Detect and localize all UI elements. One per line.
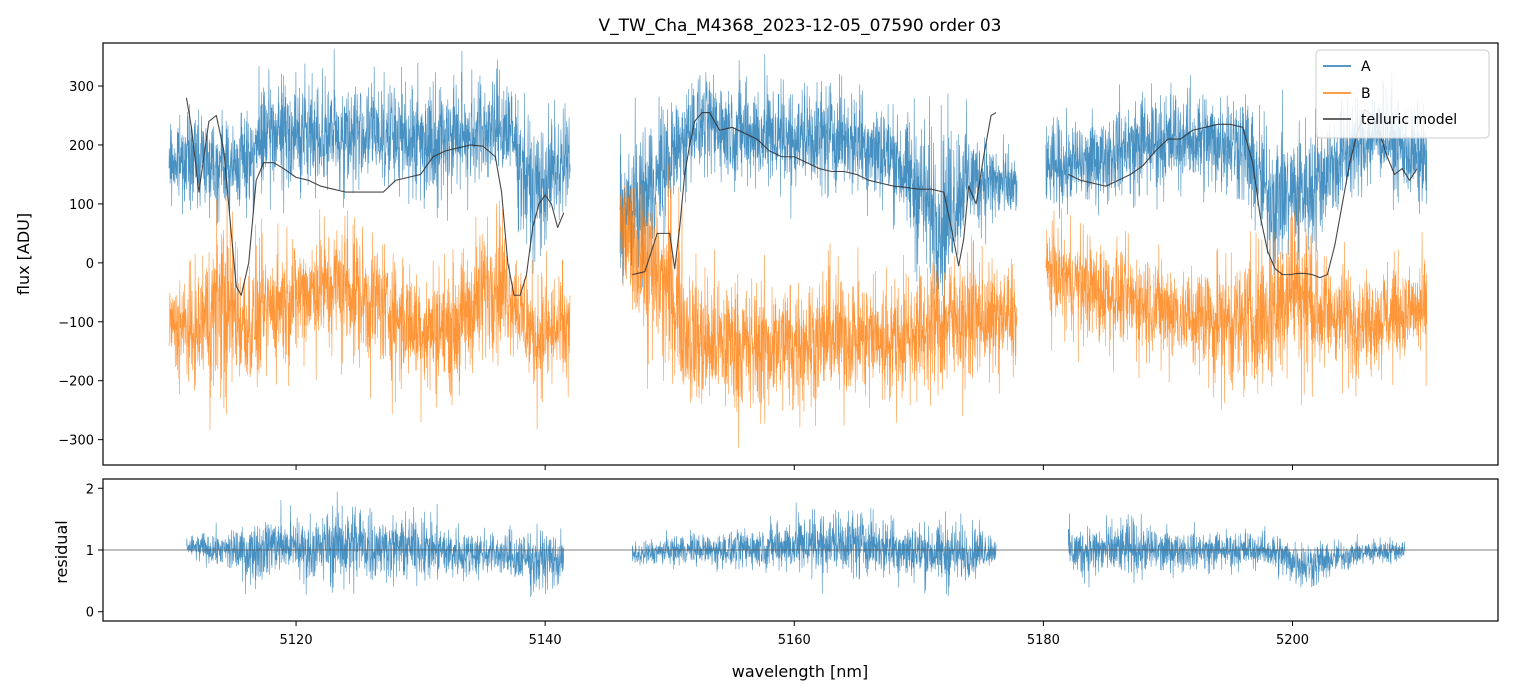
x-tick-label: 5180 <box>1027 633 1060 648</box>
flux-y-tick-label: 0 <box>86 257 94 272</box>
series-b-segment-1 <box>168 195 571 431</box>
residual-x-ticks: 5120 5140 5160 5180 5200 <box>280 621 1309 648</box>
telluric-model-segment-1 <box>185 97 565 296</box>
flux-y-tick-label: 100 <box>69 198 94 213</box>
series-b-segment-3 <box>1045 188 1428 410</box>
residual-y-tick-label: 2 <box>86 482 94 497</box>
series-residual-segment-2 <box>632 502 997 597</box>
residual-y-tick-label: 1 <box>86 544 94 559</box>
legend-label-a: A <box>1361 59 1371 75</box>
x-tick-label: 5160 <box>778 633 811 648</box>
residual-y-axis-label: residual <box>52 520 71 583</box>
legend-label-telluric: telluric model <box>1361 112 1457 128</box>
legend: A B telluric model <box>1315 49 1490 139</box>
flux-y-tick-label: −100 <box>58 316 94 331</box>
series-residual-segment-1 <box>186 491 565 597</box>
series-a-segment-2 <box>619 54 1018 326</box>
legend-label-b: B <box>1361 86 1371 102</box>
flux-y-ticks: 300 200 100 0 −100 −200 −300 <box>58 80 103 449</box>
flux-y-tick-label: −200 <box>58 375 94 390</box>
flux-y-tick-label: 300 <box>69 80 94 95</box>
series-a-segment-1 <box>168 48 571 274</box>
series-b-segment-2 <box>619 163 1018 448</box>
legend-frame <box>1315 49 1490 139</box>
x-axis-label: wavelength [nm] <box>732 662 869 681</box>
residual-plot-area <box>103 491 1498 597</box>
flux-y-tick-label: −300 <box>58 434 94 449</box>
flux-y-axis-label: flux [ADU] <box>14 213 33 295</box>
flux-panel: 300 200 100 0 −100 −200 −300 flux [ADU] A B te… <box>14 42 1499 470</box>
chart-title: V_TW_Cha_M4368_2023-12-05_07590 order 03 <box>599 16 1002 36</box>
x-tick-label: 5200 <box>1276 633 1309 648</box>
residual-y-ticks: 2 1 0 <box>86 482 103 621</box>
residual-panel: 2 1 0 5120 5140 5160 5180 5200 residual wavele… <box>52 478 1499 681</box>
residual-y-tick-label: 0 <box>86 606 94 621</box>
x-tick-label: 5140 <box>529 633 562 648</box>
series-b <box>168 163 1428 448</box>
flux-x-ticks <box>295 465 1293 470</box>
x-tick-label: 5120 <box>280 633 313 648</box>
telluric-model-segment-2 <box>632 112 997 276</box>
flux-axes-frame <box>102 42 1499 466</box>
flux-y-tick-label: 200 <box>69 139 94 154</box>
